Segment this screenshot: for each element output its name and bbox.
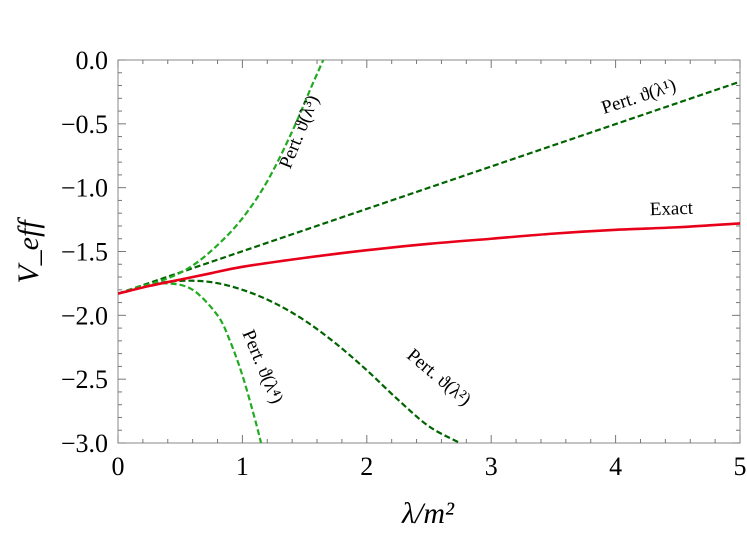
y-tick-label: −2.0 [61, 301, 108, 330]
x-tick-label: 0 [112, 452, 125, 481]
x-tick-label: 5 [734, 452, 747, 481]
series-label-0: Exact [649, 198, 694, 221]
x-tick-label: 4 [609, 452, 622, 481]
y-tick-label: −0.5 [61, 110, 108, 139]
x-tick-label: 2 [360, 452, 373, 481]
y-tick-label: 0.0 [76, 46, 109, 75]
x-axis-title: λ/m² [401, 497, 455, 530]
series-label-4: Pert. ϑ(λ⁴) [237, 327, 287, 407]
y-tick-label: −3.0 [61, 429, 108, 458]
series-line-1 [118, 80, 740, 295]
y-tick-label: −1.5 [61, 238, 108, 267]
y-tick-label: −1.0 [61, 174, 108, 203]
series-line-0 [118, 222, 740, 295]
series-label-1: Pert. ϑ(λ¹) [599, 75, 679, 119]
series-label-3: Pert. ϑ(λ³) [275, 92, 323, 171]
y-axis-title: V_eff [12, 217, 45, 284]
x-tick-label: 1 [236, 452, 249, 481]
series-label-2: Pert. ϑ(λ²) [402, 345, 475, 411]
series-line-3 [118, 60, 325, 295]
series-line-4 [118, 282, 263, 443]
y-tick-label: −2.5 [61, 365, 108, 394]
x-tick-label: 3 [485, 452, 498, 481]
